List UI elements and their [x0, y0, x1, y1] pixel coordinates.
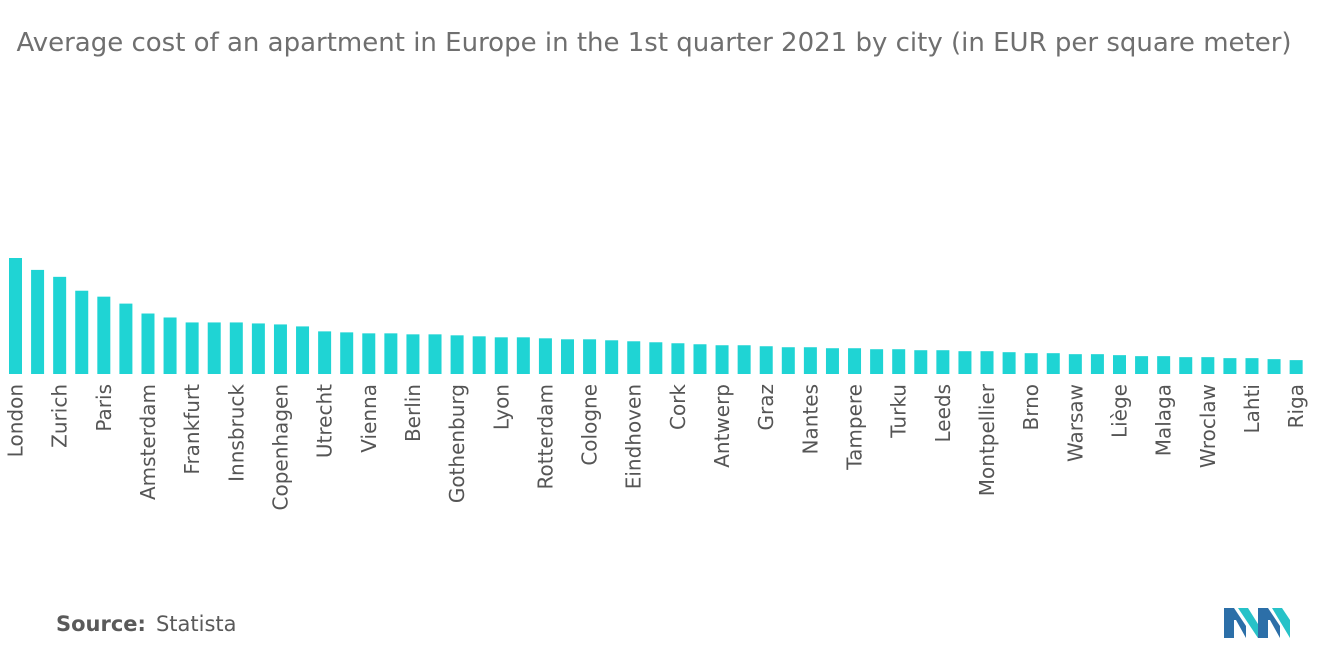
- x-tick-label: Lyon: [489, 384, 513, 430]
- x-tick-label: Liège: [1108, 384, 1132, 438]
- bar: [362, 333, 376, 374]
- x-tick-label: Lahti: [1240, 384, 1264, 433]
- x-tick-label: Antwerp: [710, 384, 734, 468]
- bar: [1267, 359, 1281, 374]
- x-tick-label: Rotterdam: [533, 384, 557, 490]
- x-tick-label: Leeds: [931, 384, 955, 443]
- bar: [1002, 352, 1016, 374]
- x-tick-label: Eindhoven: [622, 384, 646, 489]
- bar: [97, 296, 111, 374]
- bar: [31, 269, 45, 374]
- bar: [9, 258, 22, 374]
- bar: [671, 343, 685, 374]
- bar: [1068, 354, 1082, 374]
- x-tick-label: Frankfurt: [180, 384, 204, 475]
- x-tick-label: Zurich: [48, 384, 72, 448]
- bar: [715, 345, 729, 374]
- bar: [958, 351, 972, 374]
- bar: [207, 322, 221, 374]
- bar: [1135, 356, 1149, 374]
- bar: [318, 331, 332, 374]
- bar: [980, 351, 994, 374]
- bar: [450, 335, 464, 374]
- bar: [781, 347, 795, 374]
- bar: [494, 337, 508, 374]
- bar: [406, 334, 420, 374]
- bar: [848, 348, 862, 374]
- x-tick-label: Brno: [1019, 384, 1043, 431]
- x-tick-label: Cork: [666, 384, 690, 430]
- bar: [1179, 357, 1193, 374]
- bar: [1245, 358, 1259, 374]
- bar: [737, 345, 751, 374]
- bar: [936, 350, 950, 374]
- x-tick-label: Copenhagen: [268, 384, 292, 510]
- x-tick-label: Malaga: [1152, 384, 1176, 456]
- bar: [627, 341, 641, 374]
- x-tick-label: Nantes: [798, 384, 822, 454]
- bar: [229, 322, 243, 374]
- brand-logo-icon: [1224, 608, 1290, 638]
- bar: [472, 336, 486, 374]
- bar: [561, 339, 574, 374]
- source-line: Source: Statista: [56, 612, 237, 636]
- bar: [1201, 357, 1215, 374]
- bar: [1223, 358, 1237, 374]
- bar-chart: London Zurich Paris Amsterdam Frankfurt Innsb…: [4, 258, 1309, 510]
- bar: [273, 324, 287, 374]
- bar: [185, 322, 199, 374]
- bar: [1024, 353, 1038, 374]
- x-tick-label: Wroclaw: [1196, 384, 1220, 468]
- bar: [605, 340, 619, 374]
- bar: [384, 333, 398, 374]
- bar: [296, 326, 310, 374]
- x-tick-label: Vienna: [357, 384, 381, 453]
- bar: [583, 339, 597, 374]
- bar: [914, 350, 928, 374]
- bar: [53, 276, 67, 374]
- source-value: Statista: [155, 612, 237, 636]
- x-tick-label: Innsbruck: [224, 384, 248, 482]
- bar: [693, 344, 707, 374]
- x-tick-label: Warsaw: [1063, 384, 1087, 462]
- x-tick-label: Utrecht: [313, 384, 337, 458]
- bar: [141, 313, 155, 374]
- bar: [870, 349, 884, 374]
- chart-title: Average cost of an apartment in Europe i…: [16, 28, 1292, 58]
- x-tick-label: Cologne: [578, 384, 602, 466]
- bar: [1090, 354, 1104, 374]
- x-tick-label: Paris: [92, 384, 116, 432]
- x-tick-label: Amsterdam: [136, 384, 160, 500]
- bar: [759, 346, 773, 374]
- source-label: Source:: [56, 612, 146, 636]
- x-tick-label: London: [4, 384, 28, 457]
- bar: [1113, 355, 1126, 374]
- x-tick-label: Tampere: [843, 384, 867, 471]
- x-tick-label: Turku: [887, 384, 911, 439]
- bar: [803, 347, 817, 374]
- bar: [825, 348, 839, 374]
- bar: [1046, 353, 1060, 374]
- bar: [251, 323, 265, 374]
- bar: [1157, 356, 1171, 374]
- bar: [119, 303, 133, 374]
- bar: [538, 338, 552, 374]
- x-tick-label: Gothenburg: [445, 384, 469, 503]
- bar: [163, 317, 177, 374]
- x-tick-label: Riga: [1284, 384, 1308, 428]
- bars-group: [9, 258, 1303, 374]
- bar: [1289, 360, 1303, 374]
- bar: [892, 349, 906, 374]
- x-tick-labels: London Zurich Paris Amsterdam Frankfurt Innsb…: [4, 383, 1309, 510]
- bar: [340, 332, 354, 374]
- bar: [428, 334, 442, 374]
- x-tick-label: Berlin: [401, 384, 425, 442]
- x-tick-label: Graz: [754, 384, 778, 430]
- x-tick-label: Montpellier: [975, 383, 999, 496]
- bar: [516, 337, 530, 374]
- bar: [649, 342, 663, 374]
- bar: [75, 290, 89, 374]
